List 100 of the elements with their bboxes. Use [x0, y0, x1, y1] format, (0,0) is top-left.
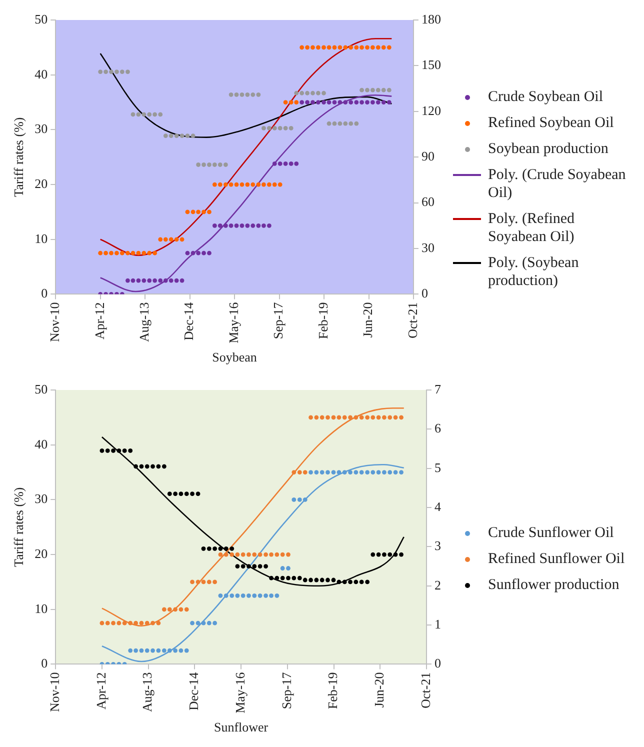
- point: [218, 223, 222, 228]
- point: [388, 470, 392, 474]
- point: [162, 464, 166, 469]
- point: [381, 45, 386, 50]
- point: [185, 134, 190, 138]
- point: [370, 470, 376, 474]
- point: [111, 620, 116, 626]
- y-tick-label: 0: [41, 286, 48, 301]
- point: [245, 92, 250, 97]
- point: [185, 210, 190, 214]
- x-tick-label: Jun-20: [360, 302, 376, 338]
- point: [136, 278, 141, 283]
- point: [150, 620, 155, 626]
- point: [100, 448, 104, 453]
- point: [190, 250, 196, 256]
- point: [354, 580, 358, 584]
- point: [370, 415, 376, 420]
- x-tick-label: Sep-17: [278, 672, 294, 710]
- y2-tick-label: 1: [434, 616, 441, 632]
- y-tick-label: 20: [34, 176, 48, 191]
- point: [300, 45, 304, 50]
- point: [162, 607, 166, 612]
- y-tick-label: 30: [34, 121, 48, 136]
- point: [266, 223, 272, 228]
- point: [342, 580, 347, 584]
- point: [163, 237, 168, 242]
- point: [111, 448, 116, 453]
- point: [354, 100, 359, 104]
- point: [201, 580, 206, 584]
- point: [343, 100, 348, 104]
- point: [264, 593, 268, 598]
- point: [381, 88, 386, 92]
- point: [336, 415, 342, 420]
- point: [310, 90, 315, 96]
- point: [202, 210, 206, 214]
- point: [252, 593, 257, 598]
- y2-tick-label: 5: [434, 460, 441, 475]
- point: [322, 45, 326, 50]
- point: [388, 552, 392, 557]
- point: [370, 100, 375, 104]
- point: [245, 223, 250, 228]
- y-tick-label: 40: [34, 66, 48, 82]
- point: [139, 620, 144, 626]
- point: [262, 126, 266, 130]
- point: [116, 448, 122, 453]
- point: [332, 121, 337, 126]
- y-tick-label: 20: [34, 546, 48, 561]
- point: [147, 112, 152, 117]
- point: [354, 121, 359, 126]
- point: [256, 92, 261, 97]
- point: [258, 552, 262, 557]
- point: [156, 648, 161, 653]
- point: [207, 250, 212, 256]
- point: [228, 223, 234, 228]
- point: [302, 470, 308, 474]
- point: [167, 607, 172, 612]
- legend-label: Crude Soybean Oil: [488, 88, 603, 106]
- point: [348, 121, 354, 126]
- point: [109, 70, 114, 74]
- point: [240, 593, 246, 598]
- point: [393, 470, 398, 474]
- point: [310, 100, 315, 104]
- point: [156, 620, 161, 626]
- point: [185, 250, 190, 256]
- point: [305, 100, 310, 104]
- x-tick-label: May-16: [226, 302, 241, 344]
- point: [370, 88, 375, 92]
- x-tick-label: Jun-20: [372, 672, 387, 708]
- point: [297, 576, 302, 580]
- y-axis-title: Tariff rates (%): [11, 487, 26, 567]
- point: [272, 182, 277, 187]
- point: [269, 593, 274, 598]
- point: [224, 552, 228, 557]
- point: [393, 415, 398, 420]
- point: [142, 250, 146, 256]
- point: [365, 45, 370, 50]
- point: [196, 580, 200, 584]
- y-axis-title: Tariff rates (%): [11, 117, 26, 197]
- point: [288, 100, 294, 104]
- point: [365, 580, 370, 584]
- point: [190, 210, 196, 214]
- point: [228, 182, 234, 187]
- point: [326, 45, 332, 50]
- point: [332, 100, 337, 104]
- point: [122, 448, 127, 453]
- point: [308, 470, 313, 474]
- point: [246, 552, 251, 557]
- point: [144, 620, 150, 626]
- point: [114, 70, 119, 74]
- point: [292, 470, 296, 474]
- point: [122, 620, 127, 626]
- point: [201, 546, 206, 551]
- point: [158, 278, 163, 283]
- point: [167, 492, 172, 496]
- point: [147, 278, 152, 283]
- point: [326, 415, 330, 420]
- point: [240, 552, 246, 557]
- point: [223, 162, 228, 167]
- y2-tick-label: 90: [422, 148, 434, 164]
- point: [178, 648, 184, 653]
